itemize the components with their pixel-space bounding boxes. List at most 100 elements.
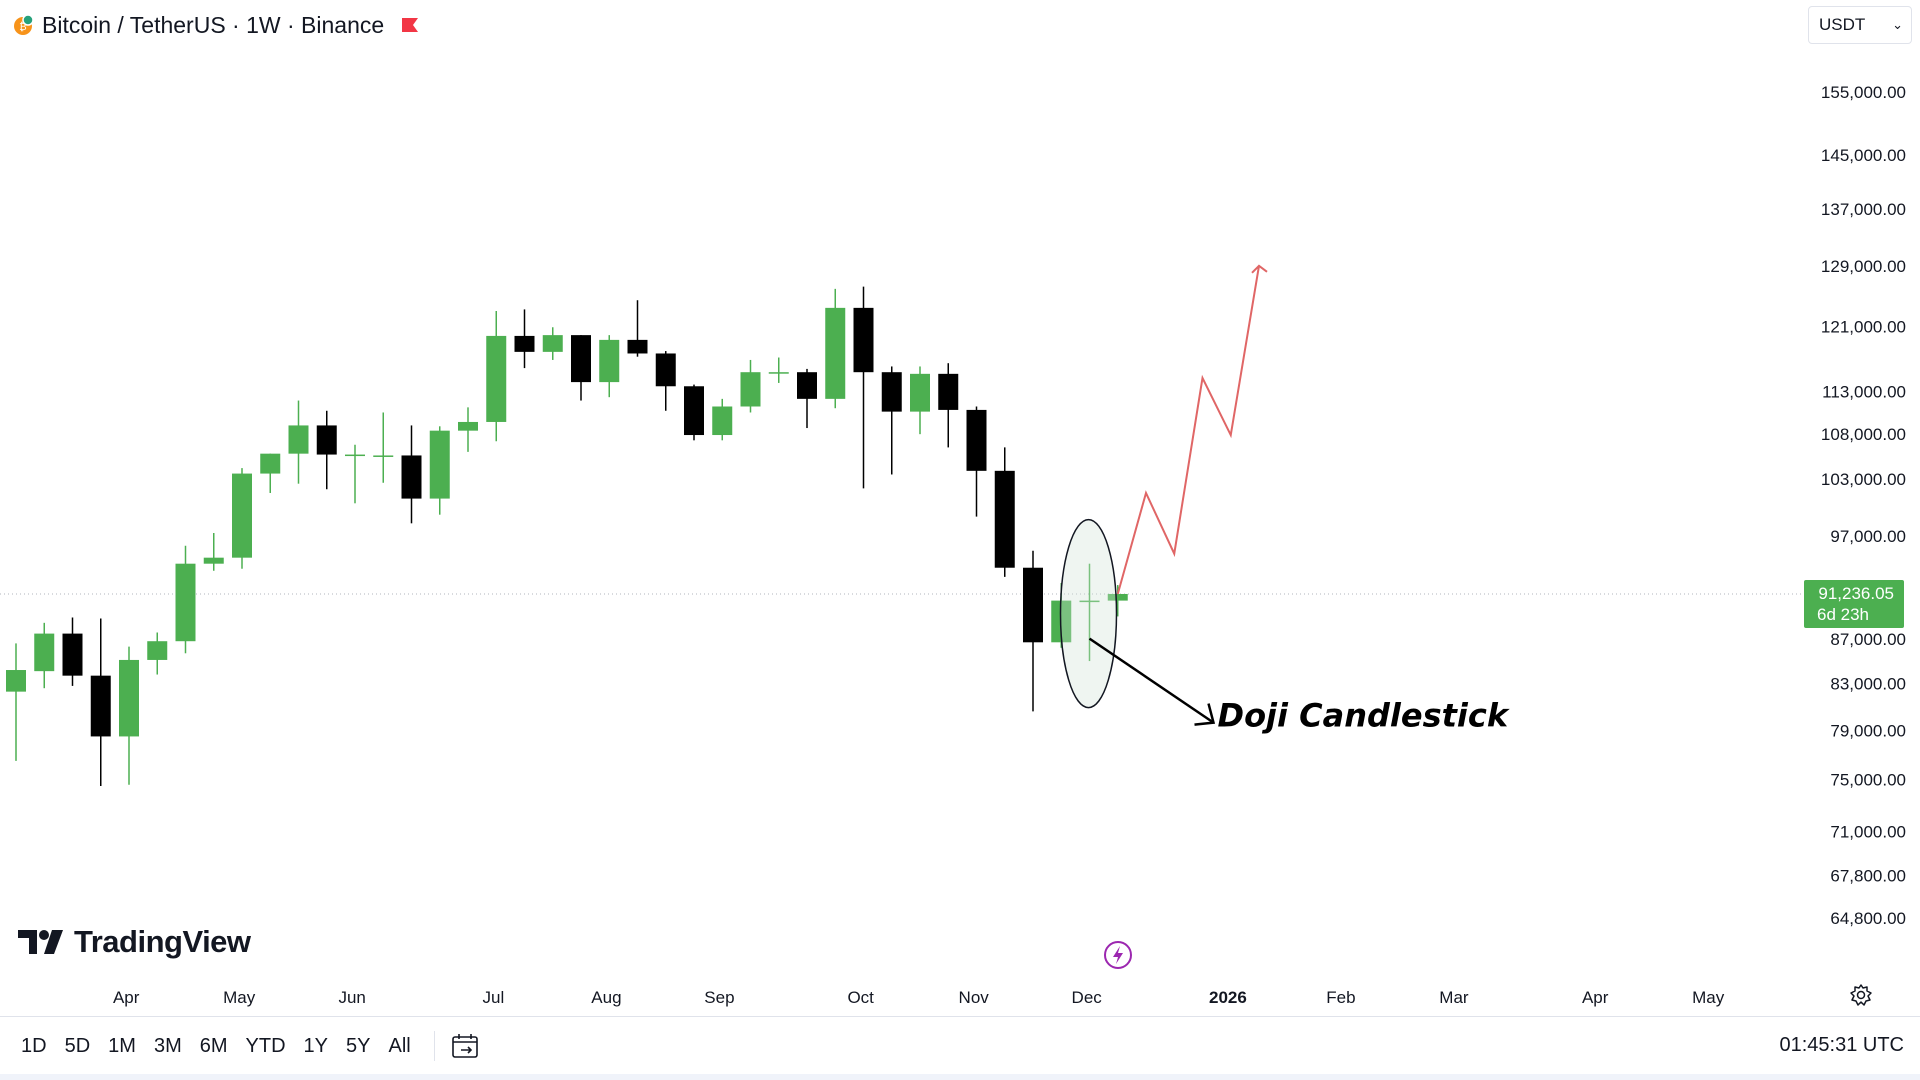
price-tick-label: 129,000.00: [1821, 257, 1906, 276]
price-tick-label: 108,000.00: [1821, 425, 1906, 444]
price-tick-label: 83,000.00: [1830, 675, 1906, 694]
svg-text:₿: ₿: [19, 21, 26, 33]
candle: [62, 617, 83, 686]
candle: [542, 327, 563, 360]
range-button-all[interactable]: All: [388, 1034, 411, 1057]
range-button-5d[interactable]: 5D: [64, 1034, 91, 1057]
price-tick-label: 137,000.00: [1821, 200, 1906, 219]
range-buttons: 1D 5D 1M 3M 6M YTD 1Y 5Y All: [12, 1031, 420, 1061]
candle-body: [34, 633, 55, 672]
candle-body: [373, 455, 394, 457]
price-tick-label: 67,800.00: [1830, 866, 1906, 885]
range-button-1m[interactable]: 1M: [108, 1034, 136, 1057]
settings-gear-icon[interactable]: [1849, 983, 1873, 1007]
candle: [147, 632, 168, 675]
time-tick-label: May: [1692, 988, 1725, 1007]
candle: [316, 410, 337, 490]
candle-body: [627, 339, 648, 354]
candle: [712, 398, 733, 441]
candle: [994, 447, 1015, 577]
candle: [797, 368, 817, 429]
time-tick-label: Sep: [704, 988, 734, 1007]
lightning-icon[interactable]: [1103, 940, 1133, 970]
candle-body: [203, 557, 224, 564]
projection-line: [1116, 265, 1260, 595]
candle: [401, 425, 422, 524]
candle: [119, 646, 139, 785]
candle: [486, 310, 507, 442]
annotation-arrowhead: [1194, 703, 1216, 726]
candle: [288, 400, 309, 484]
bitcoin-icon: ₿: [14, 14, 34, 35]
candle-body: [232, 473, 252, 558]
candle: [90, 618, 111, 786]
candle-body: [458, 421, 478, 431]
candle: [175, 545, 196, 654]
red-flag-icon[interactable]: [400, 17, 420, 33]
candle: [203, 533, 224, 571]
calendar-goto-icon[interactable]: [449, 1030, 481, 1062]
candle-body: [571, 335, 591, 383]
candles-layer: [6, 286, 1128, 786]
range-button-ytd[interactable]: YTD: [245, 1034, 286, 1057]
candle: [825, 288, 846, 409]
tradingview-logo[interactable]: TradingView: [18, 924, 251, 960]
candle-body: [881, 372, 902, 412]
range-button-5y[interactable]: 5Y: [346, 1034, 371, 1057]
candle-body: [316, 425, 337, 455]
candle-body: [514, 335, 535, 352]
candle-body: [90, 675, 111, 737]
time-tick-label: Feb: [1326, 988, 1355, 1007]
price-tick-label: 87,000.00: [1830, 630, 1906, 649]
candle: [655, 351, 676, 411]
time-tick-label: Jul: [483, 988, 505, 1007]
candle-body: [1023, 567, 1043, 643]
range-button-3m[interactable]: 3M: [153, 1034, 182, 1057]
candle-body: [684, 386, 704, 436]
candle: [910, 366, 930, 435]
currency-select[interactable]: USDT ⌄: [1808, 6, 1912, 44]
time-tick-label: May: [223, 988, 256, 1007]
candle: [458, 407, 478, 452]
candle: [768, 357, 789, 383]
candle-body: [740, 372, 761, 407]
candle-body: [486, 335, 507, 422]
time-tick-label: Apr: [113, 988, 140, 1007]
symbol-header[interactable]: ₿ Bitcoin / TetherUS · 1W · Binance: [12, 8, 420, 42]
range-button-1d[interactable]: 1D: [21, 1034, 47, 1057]
candle-body: [712, 406, 733, 436]
currency-value: USDT: [1819, 15, 1866, 34]
time-tick-label: Jun: [338, 988, 365, 1007]
time-tick-label: Apr: [1582, 988, 1609, 1007]
candle: [373, 412, 394, 483]
price-tick-label: 145,000.00: [1821, 146, 1906, 165]
candle-body: [429, 430, 450, 499]
bottom-strip: [0, 1074, 1920, 1080]
candle: [571, 335, 591, 401]
toolbar-divider: [433, 1030, 435, 1061]
candle-body: [966, 409, 987, 471]
time-axis[interactable]: Apr May Jun Jul Aug Sep Oct Nov Dec 2026 Feb Mar Apr…: [113, 988, 1725, 1007]
time-tick-label: Mar: [1439, 988, 1469, 1007]
annotation-arrow: [1088, 637, 1215, 724]
candle-body: [655, 353, 676, 387]
bottom-toolbar: 1D 5D 1M 3M 6M YTD 1Y 5Y All 01:45:31 UTC: [0, 1016, 1920, 1074]
price-tick-label: 75,000.00: [1830, 771, 1906, 790]
range-button-6m[interactable]: 6M: [199, 1034, 228, 1057]
doji-highlight-ellipse: [1059, 518, 1118, 709]
price-axis[interactable]: 155,000.00 145,000.00 137,000.00 129,000.00…: [1804, 83, 1906, 928]
candle-body: [345, 454, 365, 457]
range-button-1y[interactable]: 1Y: [303, 1034, 329, 1057]
current-price-badge: 91,236.05 6d 23h: [1804, 579, 1904, 628]
candle: [1079, 563, 1100, 662]
candle-body: [1107, 593, 1128, 601]
price-tick-label: 79,000.00: [1830, 721, 1906, 740]
candle: [938, 363, 959, 448]
annotation-label: Doji Candlestick: [1218, 697, 1510, 735]
price-tick-label: 71,000.00: [1830, 823, 1906, 842]
candle-body: [260, 453, 281, 474]
utc-clock[interactable]: 01:45:31 UTC: [1779, 1034, 1904, 1056]
candle: [966, 406, 987, 517]
candle: [260, 453, 281, 493]
